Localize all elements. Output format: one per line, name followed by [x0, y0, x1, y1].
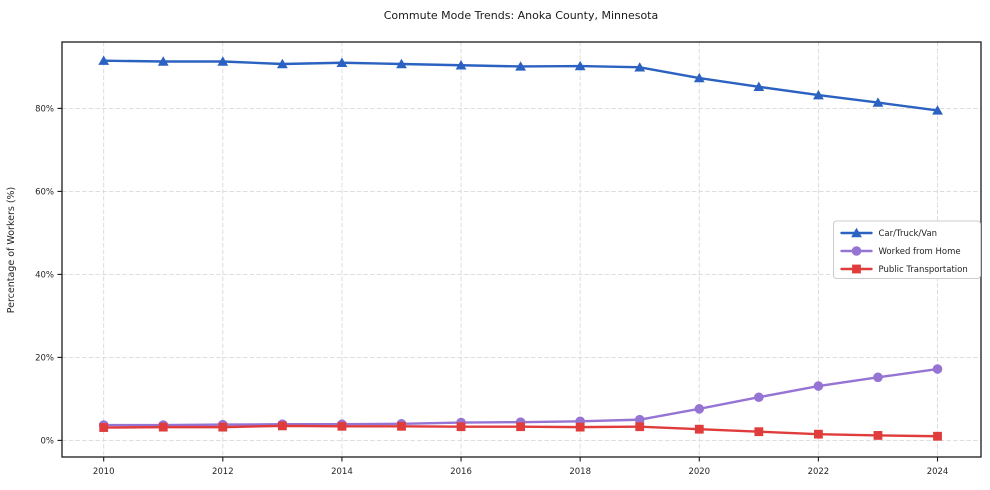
- data-point-public-transportation: [99, 423, 109, 432]
- data-point-car-truck-van: [753, 81, 765, 92]
- data-point-public-transportation: [277, 421, 287, 431]
- series-worked-from-home: [98, 364, 943, 430]
- data-point-worked-from-home: [694, 404, 705, 414]
- y-tick-label: 60%: [35, 187, 54, 197]
- legend-box: [833, 220, 981, 279]
- y-tick-label: 40%: [35, 270, 54, 280]
- data-point-worked-from-home: [813, 381, 824, 391]
- data-point-public-transportation: [218, 422, 228, 432]
- y-tick-label: 0%: [41, 436, 55, 446]
- data-point-car-truck-van: [515, 61, 527, 71]
- data-point-car-truck-van: [693, 72, 705, 83]
- legend-marker-circle-icon: [851, 246, 862, 256]
- legend: Car/Truck/Van Worked from Home Public Tran…: [833, 220, 981, 279]
- data-point-car-truck-van: [98, 55, 110, 65]
- series-layer: [98, 55, 943, 441]
- data-point-car-truck-van: [455, 60, 467, 70]
- data-point-public-transportation: [635, 422, 645, 432]
- legend-item-worked-from-home: Worked from Home: [840, 246, 961, 257]
- data-point-worked-from-home: [634, 414, 645, 425]
- legend-marker-triangle-icon: [851, 227, 862, 238]
- series-public-transportation: [99, 421, 942, 441]
- x-tick-label: 2022: [808, 467, 830, 477]
- x-tick-label: 2010: [93, 467, 115, 477]
- x-tick-label: 2020: [688, 467, 710, 477]
- data-point-public-transportation: [694, 424, 704, 434]
- data-point-car-truck-van: [336, 57, 348, 67]
- data-point-car-truck-van: [276, 58, 288, 69]
- chart-title: Commute Mode Trends: Anoka County, Minne…: [384, 9, 658, 22]
- legend-item-public-transportation: Public Transportation: [840, 264, 968, 275]
- data-point-car-truck-van: [157, 56, 169, 66]
- data-point-public-transportation: [397, 421, 406, 431]
- data-point-public-transportation: [575, 422, 585, 432]
- data-point-public-transportation: [873, 431, 883, 440]
- data-point-worked-from-home: [932, 364, 943, 374]
- data-point-public-transportation: [337, 421, 347, 431]
- data-point-public-transportation: [158, 422, 168, 432]
- x-tick-label: 2014: [331, 467, 353, 477]
- x-tick-label: 2016: [450, 467, 472, 477]
- data-point-public-transportation: [456, 422, 466, 432]
- x-tick-label: 2012: [212, 467, 234, 477]
- data-point-car-truck-van: [396, 58, 407, 69]
- data-point-public-transportation: [814, 429, 823, 439]
- data-point-car-truck-van: [872, 97, 884, 107]
- data-point-public-transportation: [516, 422, 526, 432]
- y-tick-label: 80%: [35, 104, 54, 114]
- y-axis-label: Percentage of Workers (%): [6, 187, 17, 314]
- legend-label: Car/Truck/Van: [879, 229, 938, 239]
- legend-label: Public Transportation: [879, 265, 968, 275]
- legend-marker-square-icon: [852, 264, 861, 274]
- data-point-worked-from-home: [873, 372, 883, 383]
- x-tick-label: 2024: [927, 467, 949, 477]
- data-point-car-truck-van: [217, 56, 229, 66]
- x-tick-label: 2018: [569, 467, 591, 477]
- data-point-worked-from-home: [754, 392, 764, 403]
- data-point-public-transportation: [754, 427, 764, 437]
- series-line-worked-from-home: [102, 367, 939, 427]
- y-tick-label: 20%: [35, 353, 54, 363]
- data-point-car-truck-van: [932, 105, 943, 115]
- legend-item-car-truck-van: Car/Truck/Van: [840, 227, 938, 239]
- data-point-car-truck-van: [574, 60, 586, 71]
- data-point-car-truck-van: [813, 89, 824, 100]
- data-point-car-truck-van: [634, 62, 646, 72]
- data-point-public-transportation: [933, 431, 942, 441]
- legend-label: Worked from Home: [879, 247, 961, 257]
- series-car-truck-van: [98, 55, 943, 115]
